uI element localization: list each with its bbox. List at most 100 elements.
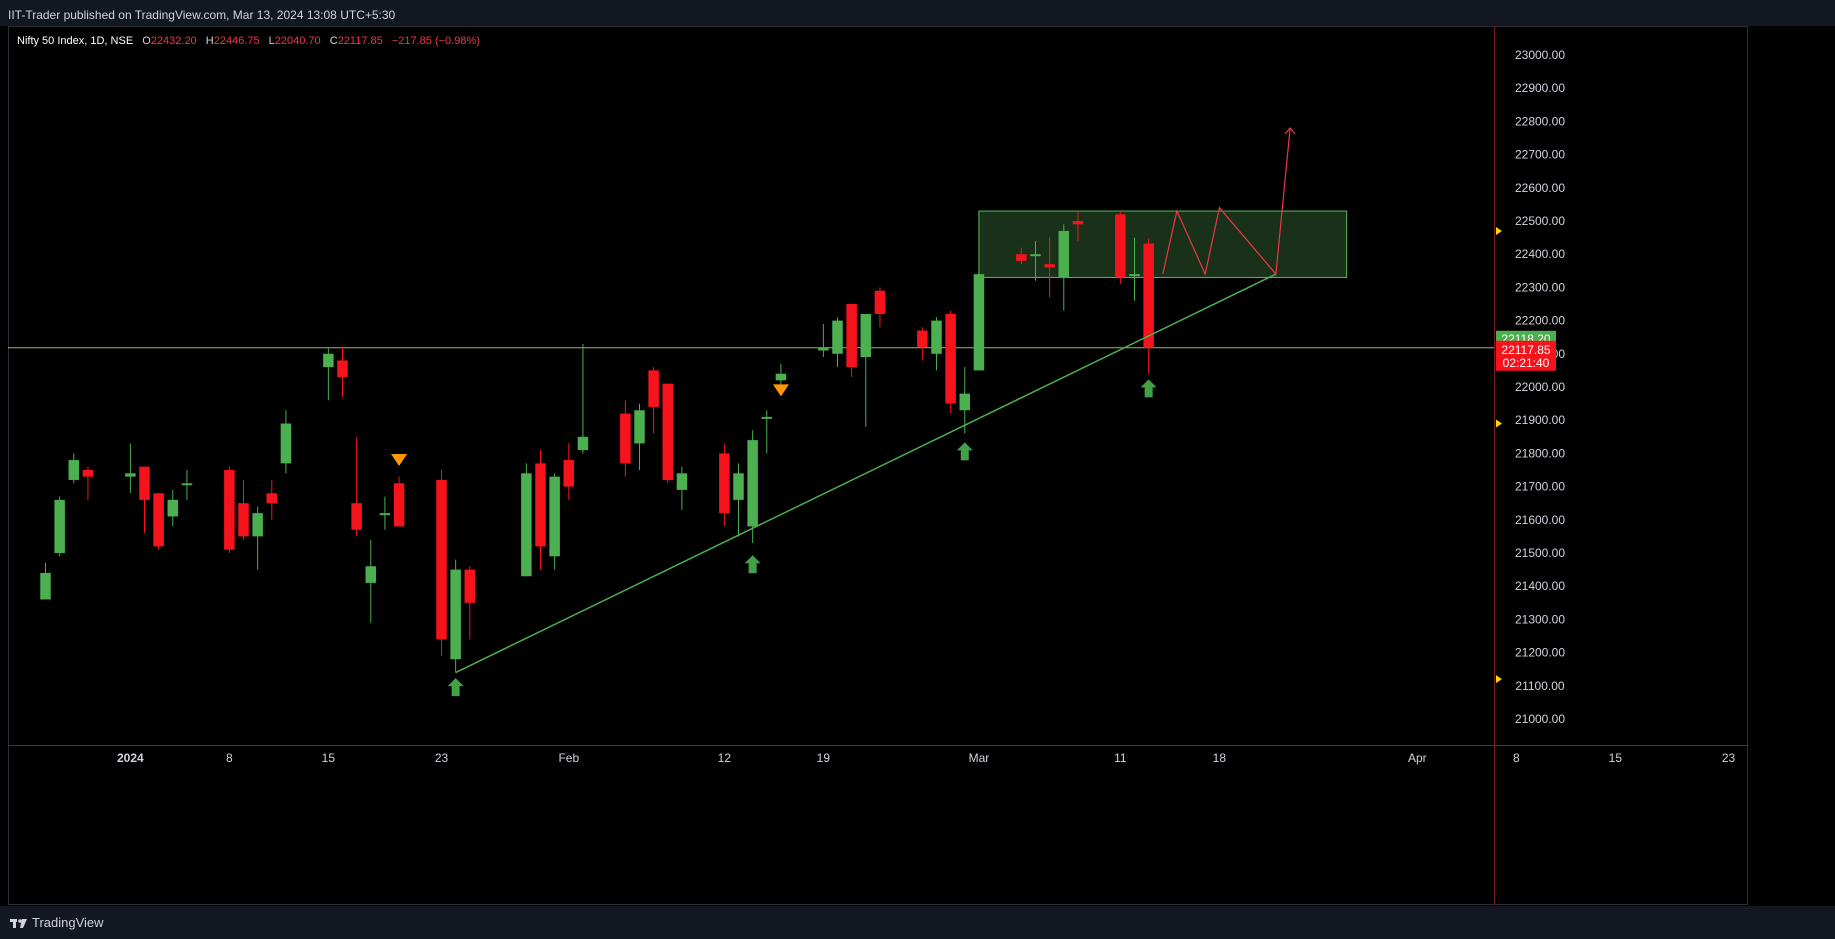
candle-body bbox=[1072, 221, 1084, 225]
candle-body bbox=[634, 410, 645, 444]
change-value: −217.85 (−0.98%) bbox=[391, 35, 480, 47]
candle bbox=[1016, 247, 1027, 265]
price-axis-tick: 21600.00 bbox=[1515, 513, 1565, 527]
candle-body bbox=[379, 513, 391, 516]
candle bbox=[40, 562, 51, 600]
candle-body bbox=[1129, 274, 1140, 277]
candle bbox=[733, 463, 744, 537]
candle bbox=[535, 450, 546, 570]
candle-body bbox=[917, 330, 928, 348]
candle bbox=[82, 466, 94, 500]
candle-body bbox=[973, 274, 985, 371]
candle bbox=[167, 489, 179, 527]
candle bbox=[620, 400, 631, 477]
candle bbox=[874, 287, 886, 328]
buy-signal-arrow-icon bbox=[447, 678, 464, 697]
candle bbox=[450, 559, 461, 673]
time-axis-tick: Mar bbox=[969, 751, 990, 765]
candle-body bbox=[40, 572, 51, 600]
price-axis-tick: 22500.00 bbox=[1515, 214, 1565, 228]
candle bbox=[1030, 240, 1041, 281]
candle-body bbox=[224, 470, 235, 550]
candle bbox=[224, 466, 235, 553]
buy-signal-arrow-icon bbox=[744, 555, 761, 574]
candle bbox=[280, 410, 292, 474]
candle bbox=[238, 479, 249, 540]
tradingview-logo-icon bbox=[10, 918, 27, 928]
chart-frame bbox=[8, 26, 1748, 905]
candle bbox=[252, 506, 263, 570]
high-value: 22446.75 bbox=[213, 35, 260, 47]
sell-signal-triangle-icon bbox=[772, 384, 789, 397]
buy-signal-arrow-icon bbox=[1140, 379, 1157, 398]
open-label: O bbox=[142, 35, 151, 47]
candle bbox=[634, 403, 645, 470]
price-axis-tick: 21000.00 bbox=[1515, 712, 1565, 726]
candle bbox=[931, 317, 942, 371]
candle bbox=[846, 304, 857, 378]
time-axis-tick: Apr bbox=[1408, 751, 1427, 765]
time-axis-tick: 18 bbox=[1213, 751, 1227, 765]
candle bbox=[563, 443, 575, 500]
candle bbox=[1072, 211, 1084, 241]
candle-body bbox=[266, 493, 278, 504]
candle-body bbox=[1058, 230, 1070, 278]
candle-body bbox=[82, 470, 94, 477]
ohlc-legend: Nifty 50 Index, 1D, NSE O22432.20 H22446… bbox=[17, 35, 480, 47]
candle bbox=[1129, 237, 1140, 301]
candle-body bbox=[747, 440, 758, 527]
time-axis-tick: 2024 bbox=[117, 751, 144, 765]
price-axis-tick: 22300.00 bbox=[1515, 280, 1565, 294]
candle-body bbox=[181, 483, 193, 486]
candle bbox=[365, 539, 377, 623]
candle-body bbox=[563, 460, 575, 487]
candle-body bbox=[818, 347, 829, 351]
candle-body bbox=[351, 503, 362, 530]
resistance-zone bbox=[978, 210, 1348, 278]
candle bbox=[1143, 238, 1154, 374]
projection-path bbox=[1162, 127, 1291, 277]
candle-body bbox=[125, 473, 136, 477]
price-axis-tick: 21700.00 bbox=[1515, 480, 1565, 494]
time-axis-tick: 12 bbox=[718, 751, 732, 765]
support-trendline bbox=[455, 273, 1277, 674]
price-axis-tick: 22000.00 bbox=[1515, 380, 1565, 394]
candle bbox=[266, 479, 278, 520]
price-axis-tick: 21200.00 bbox=[1515, 646, 1565, 660]
candle bbox=[662, 383, 674, 484]
candle-body bbox=[323, 353, 334, 368]
candle-body bbox=[337, 360, 348, 378]
symbol-label: Nifty 50 Index, 1D, NSE bbox=[17, 35, 134, 47]
last-price-badge-red bbox=[1496, 340, 1556, 371]
candle bbox=[1058, 224, 1070, 311]
candle bbox=[1115, 211, 1126, 285]
alert-marker-icon bbox=[1496, 419, 1502, 428]
candle-body bbox=[577, 436, 589, 451]
price-axis-tick: 21300.00 bbox=[1515, 612, 1565, 626]
low-value: 22040.70 bbox=[274, 35, 321, 47]
candle-body bbox=[832, 320, 843, 354]
time-axis-tick: 8 bbox=[226, 751, 233, 765]
candle bbox=[393, 476, 405, 527]
candle-body bbox=[931, 320, 942, 354]
candle-body bbox=[139, 466, 150, 500]
candle bbox=[973, 270, 985, 371]
candle-body bbox=[676, 473, 688, 490]
plot-area bbox=[8, 127, 1494, 697]
candle bbox=[323, 347, 334, 401]
time-axis-tick: 11 bbox=[1114, 751, 1127, 765]
candle-body bbox=[280, 423, 292, 464]
high-label: H bbox=[205, 35, 214, 47]
candle bbox=[464, 566, 476, 640]
time-axis-tick: Feb bbox=[558, 751, 579, 765]
candle bbox=[832, 317, 843, 368]
candle bbox=[860, 313, 872, 427]
candle bbox=[747, 430, 758, 544]
candle-body bbox=[1016, 254, 1027, 261]
candle bbox=[181, 470, 193, 500]
candle bbox=[549, 473, 560, 570]
price-axis-tick: 22700.00 bbox=[1515, 148, 1565, 162]
tradingview-brand[interactable]: TradingView bbox=[10, 915, 104, 930]
price-axis-tick: 22200.00 bbox=[1515, 314, 1565, 328]
